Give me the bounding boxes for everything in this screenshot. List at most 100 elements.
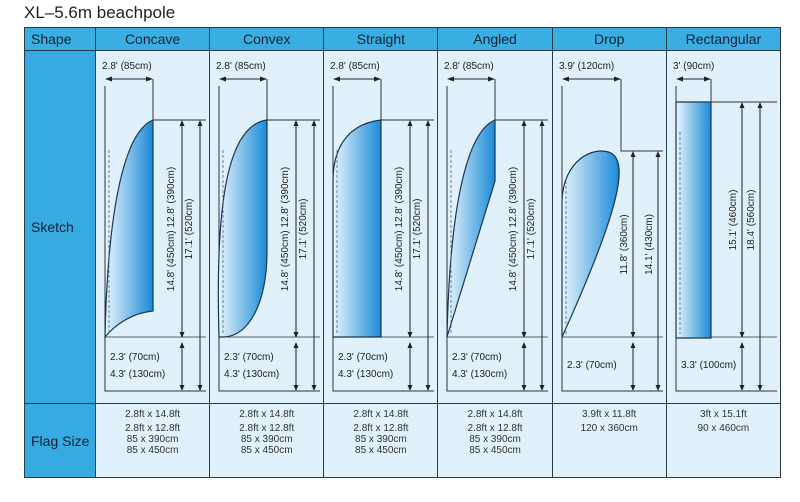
height-arrow-outer-head-top [425, 120, 431, 126]
height-arrow-inner-head-top [407, 120, 413, 126]
header-straight: Straight [323, 27, 439, 51]
sketch-concave: 2.8' (85cm) 14.8' (450cm) 12.8' (390cm) 17… [94, 50, 211, 404]
height-arrow-outer-head-bottom [655, 385, 661, 391]
height-arrow-outer-head-top [655, 151, 661, 157]
flag-size-line: 2.8ft x 14.8ft [125, 409, 181, 420]
pole-base-arrow-head-bottom [293, 385, 299, 391]
pole-base-arrow-head-top [521, 342, 527, 348]
flag-size-straight: 2.8ft x 14.8ft 2.8ft x 12.8ft 85 x 390cm 85… [323, 403, 439, 478]
height-label-outer: 17.1' (520cm) [184, 199, 195, 260]
pole-base-arrow-head-bottom [630, 385, 636, 391]
width-arrow-head-left [561, 76, 569, 82]
height-label-inner: 11.8' (360cm) [619, 214, 630, 274]
convex-flag-diagram: 2.8' (85cm) 14.8' (450cm) 12.8' (390cm) 17… [216, 61, 321, 392]
flag-size-line: 3.9ft x 11.8ft [582, 409, 637, 420]
flag-size-line: 2.8ft x 14.8ft [353, 409, 409, 420]
header-row: Shape Concave Convex Straight Angled Drop Rec… [24, 27, 782, 51]
width-label: 2.8' (85cm) [102, 61, 152, 72]
header-rectangular: Rectangular [665, 27, 782, 51]
flag-size-line: 90 x 460cm [697, 423, 750, 434]
flag-size-line: 85 x 450cm [469, 445, 521, 456]
header-convex: Convex [209, 27, 325, 51]
height-arrow-outer-head-top [197, 120, 203, 126]
width-arrow-head-right [146, 76, 153, 82]
flag-size-line: 2.8ft x 14.8ft [467, 409, 523, 420]
height-label-outer: 17.1' (520cm) [526, 199, 537, 260]
flag-size-line: 85 x 390cm [240, 434, 293, 445]
pole-base-arrow-head-top [407, 342, 413, 348]
top-line [710, 79, 777, 103]
bottom-label: 2.3' (70cm) [224, 352, 274, 363]
height-arrow-inner-head-bottom [630, 332, 636, 338]
pole-base-arrow-head-bottom [521, 385, 527, 391]
width-arrow-head-left [333, 76, 341, 82]
height-arrow-inner-head-top [179, 120, 185, 126]
bottom-label: 2.3' (70cm) [338, 352, 388, 363]
pole-base-arrow-head-top [179, 342, 185, 348]
sketch-drop: 3.9' (120cm) 11.8' (360cm) 14.1' (430cm) 2.… [551, 50, 667, 404]
bottom-label: 4.3' (130cm) [110, 369, 165, 380]
flag-size-line: 120 x 360cm [580, 423, 638, 434]
height-arrow-inner-head-top [630, 151, 636, 157]
height-label-inner: 14.8' (450cm) 12.8' (390cm) [508, 167, 519, 291]
top-line [152, 79, 206, 121]
height-arrow-inner-head-top [739, 102, 745, 108]
height-label-inner: 14.8' (450cm) 12.8' (390cm) [280, 167, 291, 291]
frame-line [104, 86, 206, 392]
pole-base-arrow-head-bottom [739, 385, 745, 391]
pole-base-arrow-head-bottom [407, 385, 413, 391]
height-label-inner: 14.8' (450cm) 12.8' (390cm) [166, 167, 177, 291]
flag-shape [446, 119, 497, 338]
header-angled: Angled [437, 27, 553, 51]
flag-size-line: 2.8ft x 12.8ft [239, 423, 295, 434]
header-drop: Drop [551, 27, 667, 51]
bottom-label: 2.3' (70cm) [110, 352, 160, 363]
pole-base-arrow-head-top [293, 342, 299, 348]
flag-size-line: 85 x 390cm [126, 434, 179, 445]
flag-shape [332, 119, 382, 338]
height-arrow-outer-head-bottom [197, 385, 203, 391]
height-label-inner: 14.8' (450cm) 12.8' (390cm) [394, 167, 405, 291]
flag-size-line: 85 x 450cm [126, 445, 179, 456]
frame-line [446, 86, 549, 392]
flag-size-line: 2.8ft x 12.8ft [125, 423, 181, 434]
width-label: 2.8' (85cm) [444, 61, 494, 72]
height-label-outer: 18.4' (560cm) [746, 190, 757, 251]
flag-shape [561, 150, 620, 338]
height-arrow-inner-head-bottom [179, 332, 185, 338]
flag-shape [675, 101, 712, 339]
flag-size-line: 85 x 390cm [355, 434, 407, 445]
height-arrow-outer-head-bottom [539, 385, 545, 391]
bottom-label: 2.3' (70cm) [567, 360, 617, 371]
width-arrow-head-right [488, 76, 496, 82]
flag-size-line: 3ft x 15.1ft [700, 409, 747, 420]
height-arrow-outer-head-bottom [311, 385, 317, 391]
width-label: 2.8' (85cm) [330, 61, 380, 72]
height-arrow-inner-head-bottom [521, 332, 527, 338]
flag-size-line: 85 x 390cm [469, 434, 521, 445]
height-label-outer: 17.1' (520cm) [298, 199, 309, 260]
drop-flag-diagram: 3.9' (120cm) 11.8' (360cm) 14.1' (430cm) 2.… [559, 61, 663, 392]
frame-line [561, 86, 663, 392]
height-arrow-outer-head-top [757, 102, 763, 108]
flag-size-row: Flag Size 2.8ft x 14.8ft 2.8ft x 12.8ft 85… [24, 403, 782, 478]
bottom-label: 4.3' (130cm) [338, 369, 393, 380]
flag-size-angled: 2.8ft x 14.8ft 2.8ft x 12.8ft 85 x 390cm 85… [437, 403, 553, 478]
width-arrow-head-left [219, 76, 227, 82]
flag-size-drop: 3.9ft x 11.8ft 120 x 360cm [551, 403, 667, 478]
height-arrow-inner-head-bottom [739, 332, 745, 338]
flag-shape [104, 119, 154, 339]
flag-shape [217, 119, 268, 338]
header-concave: Concave [94, 27, 211, 51]
width-arrow-head-left [447, 76, 455, 82]
sketch-straight: 2.8' (85cm) 14.8' (450cm) 12.8' (390cm) 17… [323, 50, 439, 404]
width-arrow-head-right [613, 76, 621, 82]
height-label-outer: 14.1' (430cm) [644, 214, 655, 275]
width-arrow-head-right [374, 76, 382, 82]
flag-size-line: 2.8ft x 12.8ft [467, 423, 523, 434]
width-arrow-head-right [703, 76, 711, 82]
concave-flag-diagram: 2.8' (85cm) 14.8' (450cm) 12.8' (390cm) 17… [102, 61, 206, 392]
sketch-rectangular: 3' (90cm) 15.1' (460cm) 18.4' (560cm) 3.3' … [665, 50, 782, 404]
bottom-label: 2.3' (70cm) [452, 352, 502, 363]
flag-size-convex: 2.8ft x 14.8ft 2.8ft x 12.8ft 85 x 390cm 85… [209, 403, 325, 478]
